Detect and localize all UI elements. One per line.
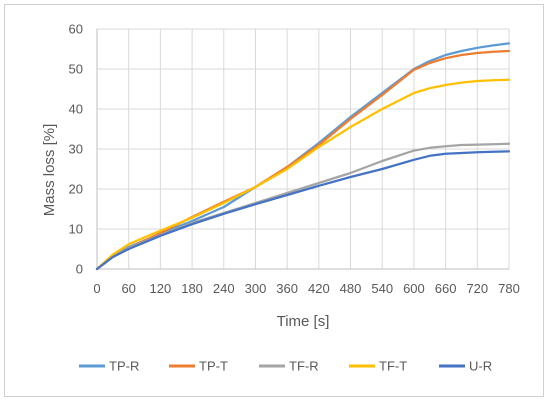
x-tick-label: 540: [371, 281, 393, 296]
grid-lines: [97, 28, 510, 269]
y-tick-label: 50: [69, 62, 83, 77]
y-tick-label: 40: [69, 102, 83, 117]
y-tick-label: 60: [69, 22, 83, 37]
x-tick-label: 600: [403, 281, 425, 296]
x-tick-label: 0: [93, 281, 100, 296]
series-line-tp-t: [95, 49, 511, 271]
x-tick-label: 480: [340, 281, 362, 296]
legend-label: TP-T: [199, 359, 228, 374]
x-tick-label: 660: [435, 281, 457, 296]
series-line-tf-r: [95, 142, 511, 271]
x-tick-label: 360: [276, 281, 298, 296]
chart-frame: 0 10 20 30 40 50 60 0 60 120 180 240 300 360 420 480 540…: [4, 4, 544, 397]
x-tick-label: 120: [150, 281, 172, 296]
legend-label: TP-R: [109, 359, 139, 374]
axes: [96, 29, 509, 270]
y-tick-label: 20: [69, 182, 83, 197]
legend-item-tp-r: TP-R: [79, 359, 139, 374]
legend-label: TF-R: [289, 359, 319, 374]
x-tick-label: 240: [213, 281, 235, 296]
x-tick-label: 720: [466, 281, 488, 296]
legend-item-tf-r: TF-R: [259, 359, 319, 374]
legend-item-u-r: U-R: [439, 359, 492, 374]
series-lines: [95, 42, 511, 271]
x-tick-label: 60: [121, 281, 135, 296]
legend: TP-R TP-T TF-R TF-T U-R: [79, 359, 492, 374]
x-tick-label: 420: [308, 281, 330, 296]
legend-item-tf-t: TF-T: [349, 359, 407, 374]
series-line-u-r: [95, 150, 511, 271]
x-tick-label: 300: [245, 281, 267, 296]
legend-label: U-R: [469, 359, 492, 374]
legend-item-tp-t: TP-T: [169, 359, 228, 374]
legend-label: TF-T: [379, 359, 407, 374]
y-tick-label: 30: [69, 142, 83, 157]
x-axis-title: Time [s]: [277, 313, 330, 330]
y-tick-label: 0: [76, 262, 83, 277]
y-tick-label: 10: [69, 222, 83, 237]
y-axis-title: Mass loss [%]: [41, 124, 58, 217]
series-line-tf-t: [95, 78, 511, 271]
x-tick-label: 780: [498, 281, 520, 296]
x-tick-label: 180: [181, 281, 203, 296]
